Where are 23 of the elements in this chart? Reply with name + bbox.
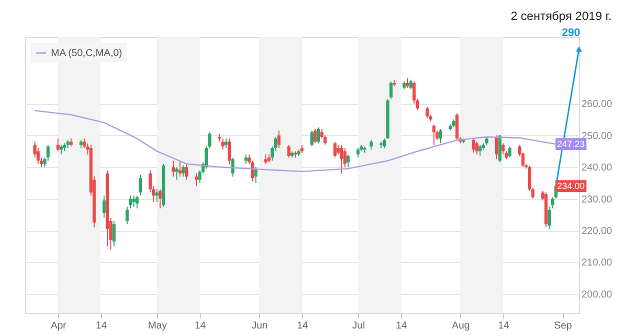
y-tick-label: 210.00 — [582, 258, 613, 269]
y-tick-label: 220.00 — [582, 226, 613, 238]
y-tick-label: 230.00 — [582, 194, 613, 206]
x-tick-label: 14 — [296, 320, 308, 332]
x-tick-label: Sep — [554, 320, 572, 332]
x-tick-label: Jul — [352, 320, 365, 332]
chart-title: 2 сентября 2019 г. — [510, 9, 612, 23]
y-tick-label: 260.00 — [582, 99, 613, 110]
annotation: 234.00 — [557, 181, 585, 192]
x-tick-label: 14 — [96, 320, 108, 332]
y-tick-label: 250.00 — [582, 130, 613, 142]
x-tick-label: Aug — [452, 320, 470, 332]
legend-label: MA (50,C,MA,0) — [51, 48, 122, 59]
x-tick-label: 14 — [396, 320, 408, 332]
y-tick-label: 240.00 — [582, 162, 613, 174]
x-tick-label: May — [148, 320, 167, 332]
annotation: 290 — [562, 27, 580, 39]
y-tick-label: 200.00 — [582, 289, 613, 300]
x-tick-label: Apr — [50, 320, 67, 332]
x-tick-label: Jun — [252, 320, 268, 332]
x-tick-label: 14 — [498, 320, 510, 332]
annotation: 247.23 — [557, 139, 585, 150]
x-tick-label: 14 — [194, 320, 206, 332]
